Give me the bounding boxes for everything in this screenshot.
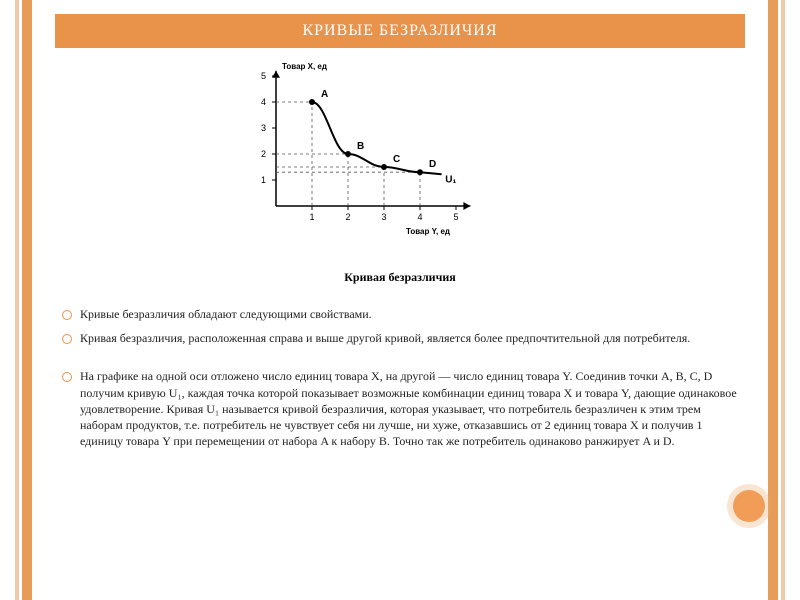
bullet-1: Кривые безразличия обладают следующими с… xyxy=(62,306,738,322)
svg-text:5: 5 xyxy=(453,212,458,222)
bullet-2: Кривая безразличия, расположенная справа… xyxy=(62,330,738,346)
svg-text:B: B xyxy=(357,141,364,152)
svg-text:2: 2 xyxy=(345,212,350,222)
svg-text:Товар Y, ед: Товар Y, ед xyxy=(406,227,450,236)
svg-text:D: D xyxy=(429,159,436,170)
chart-caption: Кривая безразличия xyxy=(0,270,800,285)
slide-title-bar: КРИВЫЕ БЕЗРАЗЛИЧИЯ xyxy=(55,14,745,48)
svg-text:C: C xyxy=(393,154,400,165)
svg-text:3: 3 xyxy=(261,123,266,133)
decor-bar-right xyxy=(768,0,778,600)
decor-bar-left-outer xyxy=(15,0,19,600)
chart-svg: 1 2 3 4 5 1 2 3 4 5 A B C D U₁ Товар Y, ед Товар X, ед xyxy=(240,56,560,256)
svg-text:4: 4 xyxy=(417,212,422,222)
svg-text:1: 1 xyxy=(261,175,266,185)
svg-text:3: 3 xyxy=(381,212,386,222)
decor-bar-right-outer xyxy=(781,0,785,600)
slide-title: КРИВЫЕ БЕЗРАЗЛИЧИЯ xyxy=(302,22,497,40)
body-text: Кривые безразличия обладают следующими с… xyxy=(62,306,738,457)
svg-text:1: 1 xyxy=(309,212,314,222)
svg-text:A: A xyxy=(321,89,328,100)
svg-text:2: 2 xyxy=(261,149,266,159)
decor-corner-circle xyxy=(733,490,765,522)
decor-bar-left xyxy=(22,0,32,600)
svg-text:Товар X, ед: Товар X, ед xyxy=(282,62,327,71)
svg-text:4: 4 xyxy=(261,97,266,107)
svg-text:U₁: U₁ xyxy=(445,175,456,186)
bullet-3: На графике на одной оси отложено число е… xyxy=(62,368,738,449)
svg-text:5: 5 xyxy=(261,71,266,81)
indifference-curve-chart: 1 2 3 4 5 1 2 3 4 5 A B C D U₁ Товар Y, ед Товар X, ед xyxy=(240,56,560,266)
